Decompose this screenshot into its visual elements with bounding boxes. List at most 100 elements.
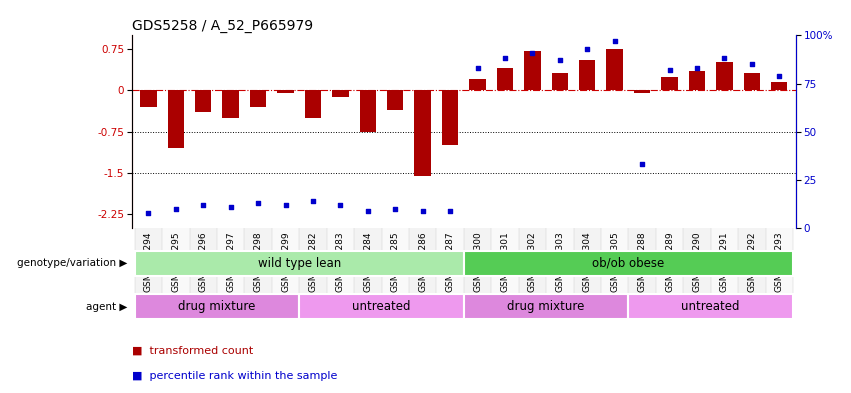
Bar — [134, 294, 300, 319]
Text: GSM1195301: GSM1195301 — [500, 231, 510, 292]
Bar — [738, 228, 766, 303]
Text: GSM1195299: GSM1195299 — [281, 231, 290, 292]
Bar — [134, 251, 464, 276]
Point — [471, 65, 484, 71]
Bar — [162, 228, 190, 303]
Bar — [409, 228, 437, 303]
Bar — [661, 77, 677, 90]
Text: GSM1195305: GSM1195305 — [610, 231, 620, 292]
Text: GSM1195300: GSM1195300 — [473, 231, 482, 292]
Text: GSM1195287: GSM1195287 — [446, 231, 454, 292]
Bar — [168, 90, 184, 148]
Bar — [244, 228, 271, 303]
Point — [361, 208, 374, 214]
Bar — [217, 228, 244, 303]
Bar — [250, 90, 266, 107]
Bar — [717, 62, 733, 90]
Text: ■  transformed count: ■ transformed count — [132, 346, 253, 356]
Point — [498, 55, 511, 62]
Text: GSM1195302: GSM1195302 — [528, 231, 537, 292]
Text: GSM1195288: GSM1195288 — [637, 231, 647, 292]
Bar — [381, 228, 409, 303]
Bar — [134, 228, 162, 303]
Point — [169, 206, 183, 212]
Text: GSM1195291: GSM1195291 — [720, 231, 728, 292]
Point — [608, 38, 621, 44]
Bar — [771, 82, 787, 90]
Bar — [222, 90, 239, 118]
Bar — [271, 228, 300, 303]
Bar — [497, 68, 513, 90]
Bar — [360, 90, 376, 132]
Bar — [354, 228, 381, 303]
Bar — [327, 228, 354, 303]
Text: GSM1195294: GSM1195294 — [144, 231, 153, 292]
Text: agent ▶: agent ▶ — [86, 301, 128, 312]
Text: GSM1195286: GSM1195286 — [418, 231, 427, 292]
Text: GSM1195298: GSM1195298 — [254, 231, 263, 292]
Point — [416, 208, 430, 214]
Text: untreated: untreated — [352, 300, 411, 313]
Bar — [524, 51, 540, 90]
Bar — [469, 79, 486, 90]
Bar — [190, 228, 217, 303]
Text: GDS5258 / A_52_P665979: GDS5258 / A_52_P665979 — [132, 19, 313, 33]
Text: ■  percentile rank within the sample: ■ percentile rank within the sample — [132, 371, 337, 381]
Bar — [442, 90, 459, 145]
Point — [773, 73, 786, 79]
Bar — [464, 294, 628, 319]
Bar — [300, 228, 327, 303]
Bar — [634, 90, 650, 93]
Bar — [551, 73, 568, 90]
Point — [306, 198, 320, 204]
Bar — [332, 90, 349, 97]
Bar — [546, 228, 574, 303]
Bar — [300, 294, 464, 319]
Bar — [711, 228, 738, 303]
Point — [690, 65, 704, 71]
Point — [224, 204, 237, 210]
Bar — [607, 49, 623, 90]
Bar — [601, 228, 628, 303]
Text: GSM1195304: GSM1195304 — [583, 231, 591, 292]
Bar — [628, 294, 793, 319]
Point — [197, 202, 210, 208]
Bar — [579, 60, 596, 90]
Text: genotype/variation ▶: genotype/variation ▶ — [17, 258, 128, 268]
Bar — [574, 228, 601, 303]
Text: GSM1195290: GSM1195290 — [693, 231, 701, 292]
Text: GSM1195284: GSM1195284 — [363, 231, 372, 292]
Point — [251, 200, 265, 206]
Bar — [195, 90, 211, 112]
Bar — [277, 90, 294, 93]
Text: GSM1195285: GSM1195285 — [391, 231, 400, 292]
Bar — [688, 71, 705, 90]
Text: drug mixture: drug mixture — [507, 300, 585, 313]
Point — [443, 208, 457, 214]
Text: GSM1195283: GSM1195283 — [336, 231, 345, 292]
Text: GSM1195292: GSM1195292 — [747, 231, 757, 292]
Point — [278, 202, 292, 208]
Bar — [491, 228, 518, 303]
Text: untreated: untreated — [682, 300, 740, 313]
Text: GSM1195297: GSM1195297 — [226, 231, 235, 292]
Bar — [744, 73, 760, 90]
Text: GSM1195295: GSM1195295 — [171, 231, 180, 292]
Bar — [437, 228, 464, 303]
Point — [717, 55, 731, 62]
Text: ob/ob obese: ob/ob obese — [592, 257, 665, 270]
Bar — [683, 228, 711, 303]
Point — [526, 50, 540, 56]
Point — [141, 209, 155, 216]
Bar — [387, 90, 403, 110]
Point — [636, 161, 649, 167]
Text: GSM1195296: GSM1195296 — [199, 231, 208, 292]
Point — [334, 202, 347, 208]
Point — [663, 67, 677, 73]
Point — [553, 57, 567, 64]
Point — [580, 46, 594, 52]
Text: GSM1195282: GSM1195282 — [308, 231, 317, 292]
Bar — [305, 90, 321, 118]
Bar — [464, 228, 491, 303]
Bar — [464, 251, 793, 276]
